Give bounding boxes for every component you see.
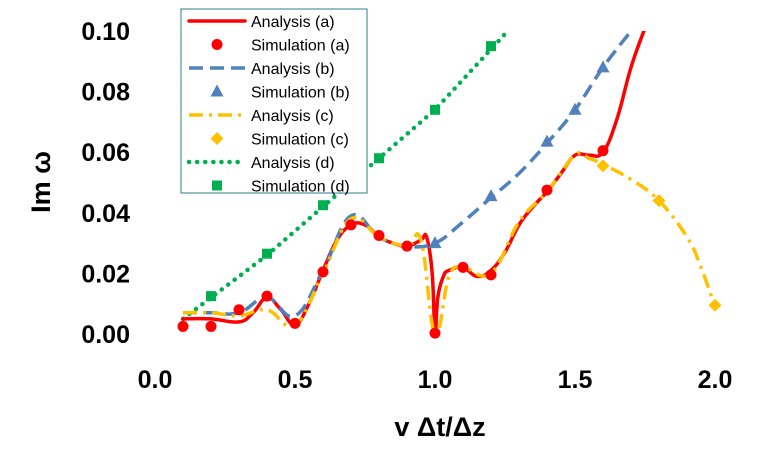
data-point-simulation-a xyxy=(205,320,217,332)
data-point-simulation-c xyxy=(708,298,722,312)
data-point-simulation-b xyxy=(484,189,498,202)
legend-label-analysis-d: Analysis (d) xyxy=(251,155,335,172)
x-tick-label: 0.0 xyxy=(138,366,173,394)
data-point-simulation-d xyxy=(262,248,272,259)
data-point-simulation-a xyxy=(177,320,189,332)
data-point-simulation-a xyxy=(261,290,273,302)
legend-label-analysis-b: Analysis (b) xyxy=(251,61,335,78)
y-tick-label: 0.02 xyxy=(81,260,130,288)
data-point-simulation-a xyxy=(345,219,357,231)
legend-label-simulation-a: Simulation (a) xyxy=(251,38,350,55)
legend-label-simulation-b: Simulation (b) xyxy=(251,85,350,102)
x-tick-label: 2.0 xyxy=(698,366,733,394)
data-point-simulation-b xyxy=(428,236,442,249)
data-point-simulation-a xyxy=(457,261,469,273)
data-point-simulation-a xyxy=(289,317,301,329)
legend-label-analysis-c: Analysis (c) xyxy=(251,108,334,125)
legend-label-simulation-d: Simulation (d) xyxy=(251,179,350,196)
legend-swatch-simulation-a xyxy=(211,39,223,50)
data-point-simulation-a xyxy=(317,266,329,278)
legend: Analysis (a) Simulation (a) Analysis (b) Si… xyxy=(180,8,368,196)
y-tick-label: 0.08 xyxy=(81,79,130,107)
y-axis-title: Im ω xyxy=(26,151,56,213)
data-point-simulation-a xyxy=(485,269,497,281)
data-point-simulation-a xyxy=(373,230,385,242)
legend-swatch-simulation-b xyxy=(210,84,224,97)
data-point-simulation-b xyxy=(568,102,582,115)
data-point-simulation-a xyxy=(597,145,609,157)
data-point-simulation-d xyxy=(206,291,216,302)
data-point-simulation-c xyxy=(596,159,610,173)
x-tick-label: 1.0 xyxy=(418,366,453,394)
data-point-simulation-d xyxy=(486,41,496,52)
x-tick-label: 0.5 xyxy=(278,366,313,394)
y-tick-label: 0.06 xyxy=(81,139,130,167)
data-point-simulation-a xyxy=(541,184,553,196)
data-point-simulation-b xyxy=(596,60,610,73)
x-tick-label: 1.5 xyxy=(558,366,593,394)
data-point-simulation-a xyxy=(233,304,245,316)
data-point-simulation-a xyxy=(429,327,441,339)
data-point-simulation-c xyxy=(652,194,666,208)
y-tick-label: 0.10 xyxy=(81,18,130,46)
data-point-simulation-a xyxy=(401,240,413,252)
legend-label-analysis-a: Analysis (a) xyxy=(251,14,335,31)
legend-label-simulation-c: Simulation (c) xyxy=(251,132,349,149)
y-tick-label: 0.00 xyxy=(81,321,130,349)
axes: 0.00 0.02 0.04 0.06 0.08 0.10 0.0 0.5 1.0 1.5 2.0 xyxy=(81,18,732,394)
legend-swatch-simulation-d xyxy=(212,180,222,191)
x-axis-title: v Δt/Δz xyxy=(394,412,485,442)
data-point-simulation-d xyxy=(430,104,440,115)
data-point-simulation-d xyxy=(318,200,328,211)
data-point-simulation-b xyxy=(540,134,554,147)
data-point-simulation-d xyxy=(374,153,384,164)
legend-swatch-simulation-c xyxy=(210,132,224,145)
y-tick-label: 0.04 xyxy=(81,200,130,228)
